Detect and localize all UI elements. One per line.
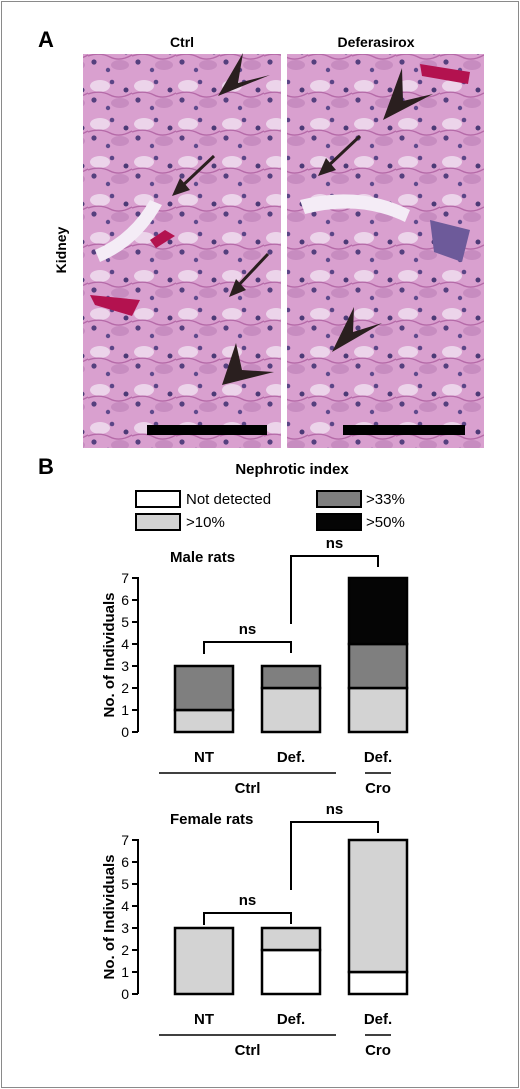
legend-label-33: >33% <box>366 491 405 508</box>
arrowhead-marker-icon <box>383 68 433 120</box>
bar-segment <box>347 686 409 734</box>
y-tick-label: 6 <box>121 854 129 870</box>
bar-segment <box>260 948 322 996</box>
scale-bar <box>147 425 267 435</box>
arrow-marker-icon <box>229 252 270 297</box>
legend-label-10: >10% <box>186 514 225 531</box>
y-tick-label: 1 <box>121 964 129 980</box>
chart-title: Male rats <box>170 549 235 566</box>
scale-bar <box>343 425 465 435</box>
y-tick-label: 5 <box>121 876 129 892</box>
ctrl-column-title: Ctrl <box>170 34 194 50</box>
y-tick-label: 4 <box>121 636 129 652</box>
bar-segment <box>173 926 235 996</box>
legend: Not detected >33% >10% >50% <box>135 490 405 531</box>
male-rats-chart: Male rats 0 1 2 3 4 5 6 7No. of Individuals NT Def… <box>101 535 409 797</box>
x-category-label: Def. <box>364 749 392 766</box>
x-category-label: NT <box>194 749 214 766</box>
chart-title: Female rats <box>170 811 253 828</box>
y-tick-label: 3 <box>121 920 129 936</box>
y-axis-label: No. of Individuals <box>101 854 118 979</box>
group-label: Ctrl <box>235 1042 261 1059</box>
bar-segment <box>173 664 235 712</box>
kidney-row-label: Kidney <box>53 226 69 273</box>
legend-label-50: >50% <box>366 514 405 531</box>
deferasirox-column-title: Deferasirox <box>337 34 414 50</box>
y-tick-label: 7 <box>121 570 129 586</box>
arrowhead-marker-icon <box>332 307 382 352</box>
x-category-label: Def. <box>364 1011 392 1028</box>
bar-segment <box>260 664 322 690</box>
y-tick-label: 5 <box>121 614 129 630</box>
y-tick-label: 6 <box>121 592 129 608</box>
female-rats-chart: Female rats 0 1 2 3 4 5 6 7No. of Individuals NT D… <box>101 801 409 1059</box>
significance-bracket <box>203 912 292 925</box>
arrow-marker-icon <box>172 154 216 196</box>
bar-segment <box>260 926 322 952</box>
arrowhead-marker-icon <box>218 53 270 96</box>
y-axis-label: No. of Individuals <box>101 592 118 717</box>
ctrl-micrograph <box>83 54 281 448</box>
bar-segment <box>347 576 409 646</box>
significance-label: ns <box>326 801 344 818</box>
y-tick-label: 3 <box>121 658 129 674</box>
y-tick-label: 2 <box>121 942 129 958</box>
significance-bracket <box>290 555 379 624</box>
bar-segment <box>173 708 235 734</box>
significance-bracket <box>290 821 379 890</box>
significance-label: ns <box>326 535 344 552</box>
significance-label: ns <box>239 621 257 638</box>
x-category-label: Def. <box>277 1011 305 1028</box>
significance-label: ns <box>239 892 257 909</box>
arrowhead-marker-icon <box>222 343 274 385</box>
legend-title: Nephrotic index <box>235 461 349 478</box>
bar-segment <box>347 838 409 974</box>
legend-label-not-detected: Not detected <box>186 491 271 508</box>
significance-bracket <box>203 641 292 654</box>
group-label: Cro <box>365 780 391 797</box>
y-tick-label: 4 <box>121 898 129 914</box>
deferasirox-micrograph <box>287 54 484 448</box>
panel-b-label: B <box>38 454 54 479</box>
legend-swatch-50 <box>316 513 362 531</box>
panel-a-label: A <box>38 27 54 52</box>
legend-swatch-not-detected <box>135 490 181 508</box>
y-tick-label: 0 <box>121 724 129 740</box>
x-category-label: Def. <box>277 749 305 766</box>
bar-segment <box>347 642 409 690</box>
bar-segment <box>260 686 322 734</box>
legend-swatch-10 <box>135 513 181 531</box>
y-tick-label: 2 <box>121 680 129 696</box>
group-label: Ctrl <box>235 780 261 797</box>
x-category-label: NT <box>194 1011 214 1028</box>
bar-segment <box>347 970 409 996</box>
arrow-marker-icon <box>318 134 362 176</box>
legend-swatch-33 <box>316 490 362 508</box>
y-tick-label: 7 <box>121 832 129 848</box>
y-tick-label: 0 <box>121 986 129 1002</box>
group-label: Cro <box>365 1042 391 1059</box>
y-tick-label: 1 <box>121 702 129 718</box>
